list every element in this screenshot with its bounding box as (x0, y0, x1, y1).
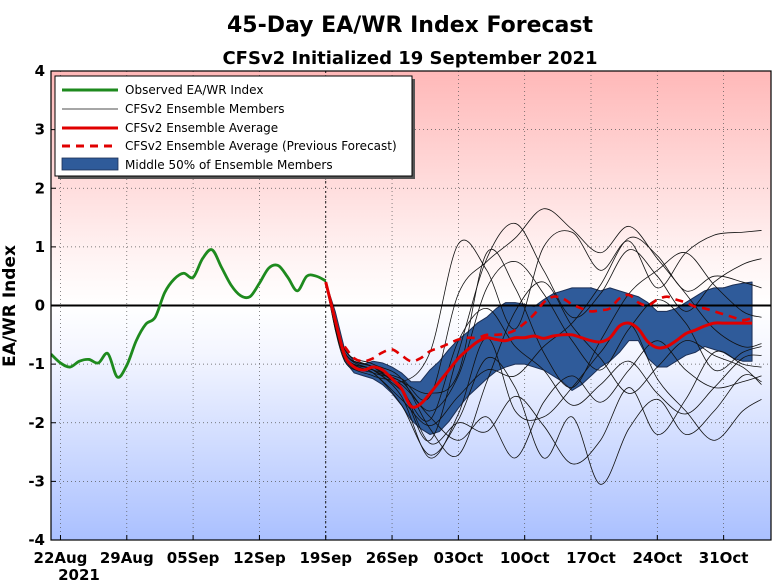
y-tick-label-5: 1 (35, 238, 45, 256)
y-tick-label-0: -4 (28, 531, 45, 549)
x-tick-label-9: 24Oct (632, 549, 682, 567)
y-tick-label-3: -1 (28, 355, 45, 373)
chart-title: 45-Day EA/WR Index Forecast (227, 13, 594, 38)
middle-50-band (325, 281, 753, 435)
ensemble-member-line-8 (325, 281, 762, 458)
legend-label-previous: CFSv2 Ensemble Average (Previous Forecas… (125, 139, 397, 153)
y-tick-label-6: 2 (35, 179, 45, 197)
plot-area (51, 71, 771, 540)
x-tick-label-7: 10Oct (500, 549, 550, 567)
legend-label-band: Middle 50% of Ensemble Members (125, 158, 333, 172)
legend-swatch-band (61, 157, 119, 171)
year-label: 2021 (58, 566, 100, 584)
ensemble-member-line-10 (325, 281, 762, 459)
chart-subtitle: CFSv2 Initialized 19 September 2021 (222, 48, 597, 69)
observed-line (51, 248, 327, 379)
y-tick-label-7: 3 (35, 121, 45, 139)
x-tick-label-2: 05Sep (167, 549, 220, 567)
x-tick-label-4: 19Sep (299, 549, 352, 567)
ensemble-member-line-3 (325, 281, 762, 485)
y-tick-label-8: 4 (35, 62, 45, 80)
x-tick-label-10: 31Oct (699, 549, 749, 567)
x-tick-label-0: 22Aug (34, 549, 88, 567)
ensemble-member-line-12 (325, 281, 762, 422)
legend-label-observed: Observed EA/WR Index (125, 83, 263, 97)
ensemble-average-line (324, 281, 753, 409)
y-axis-label: EA/WR Index (0, 245, 20, 367)
x-tick-label-6: 03Oct (434, 549, 484, 567)
y-axis: -4 -3 -2 -1 0 1 2 3 4 (28, 62, 56, 549)
x-tick-label-1: 29Aug (100, 549, 154, 567)
ensemble-member-line-9 (325, 236, 762, 427)
x-tick-label-5: 26Sep (366, 549, 419, 567)
y-tick-label-1: -3 (28, 472, 45, 490)
legend-box (54, 75, 413, 177)
legend: Observed EA/WR Index CFSv2 Ensemble Memb… (54, 75, 415, 179)
y-tick-label-2: -2 (28, 414, 45, 432)
x-tick-label-3: 12Sep (233, 549, 286, 567)
x-tick-label-8: 17Oct (566, 549, 616, 567)
legend-label-average: CFSv2 Ensemble Average (125, 121, 278, 135)
x-axis: 22Aug 29Aug 05Sep 12Sep 19Sep 26Sep 03Oct 10Oct… (34, 535, 749, 567)
legend-label-members: CFSv2 Ensemble Members (125, 102, 285, 116)
y-tick-label-4: 0 (35, 297, 45, 315)
